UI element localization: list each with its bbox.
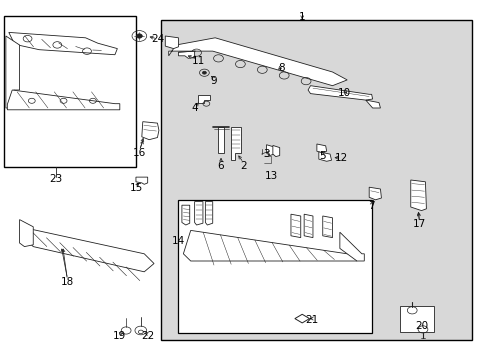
Text: 2: 2 (240, 161, 246, 171)
Polygon shape (165, 36, 178, 49)
Text: 16: 16 (132, 148, 146, 158)
Bar (178, 200, 371, 333)
Polygon shape (9, 32, 117, 55)
Polygon shape (183, 230, 356, 261)
Text: 1: 1 (298, 12, 305, 22)
Polygon shape (272, 145, 279, 157)
Text: 22: 22 (141, 330, 154, 341)
Text: 14: 14 (171, 236, 185, 246)
Circle shape (136, 34, 142, 38)
Polygon shape (6, 36, 20, 108)
Polygon shape (178, 51, 194, 58)
Polygon shape (266, 145, 273, 156)
Polygon shape (322, 216, 332, 238)
Text: 13: 13 (264, 171, 278, 181)
Polygon shape (339, 232, 364, 261)
Text: 17: 17 (412, 219, 426, 229)
Text: 15: 15 (129, 183, 142, 193)
Polygon shape (198, 95, 210, 103)
Polygon shape (230, 127, 240, 160)
Polygon shape (7, 90, 120, 110)
Text: 6: 6 (217, 161, 224, 171)
Bar (161, 20, 471, 340)
Circle shape (138, 330, 143, 334)
Text: 18: 18 (61, 276, 74, 287)
Polygon shape (368, 187, 381, 200)
Text: 5: 5 (319, 150, 325, 161)
Text: 10: 10 (338, 88, 350, 98)
Text: 12: 12 (334, 153, 347, 163)
Bar (4, 16, 136, 167)
Text: 8: 8 (277, 63, 284, 73)
Polygon shape (410, 180, 426, 211)
Polygon shape (182, 205, 189, 225)
Text: 20: 20 (414, 321, 427, 331)
Polygon shape (304, 214, 312, 238)
Polygon shape (294, 314, 309, 323)
Text: 19: 19 (113, 330, 126, 341)
Polygon shape (23, 228, 154, 272)
Polygon shape (205, 202, 212, 225)
Text: 11: 11 (191, 56, 204, 66)
Polygon shape (20, 220, 33, 247)
Polygon shape (318, 152, 331, 161)
Polygon shape (290, 214, 300, 238)
Polygon shape (194, 202, 203, 225)
Text: 3: 3 (263, 149, 269, 159)
Bar (399, 306, 433, 332)
Polygon shape (168, 38, 346, 86)
Text: 4: 4 (191, 103, 198, 113)
Polygon shape (136, 177, 147, 184)
Text: 7: 7 (367, 201, 374, 211)
Text: 24: 24 (150, 34, 164, 44)
Polygon shape (365, 100, 380, 108)
Polygon shape (217, 127, 224, 153)
Text: 21: 21 (305, 315, 318, 325)
Text: 23: 23 (49, 174, 63, 184)
Polygon shape (142, 122, 159, 140)
Circle shape (202, 71, 206, 74)
Polygon shape (307, 86, 372, 100)
Polygon shape (316, 144, 326, 153)
Text: 9: 9 (210, 76, 217, 86)
